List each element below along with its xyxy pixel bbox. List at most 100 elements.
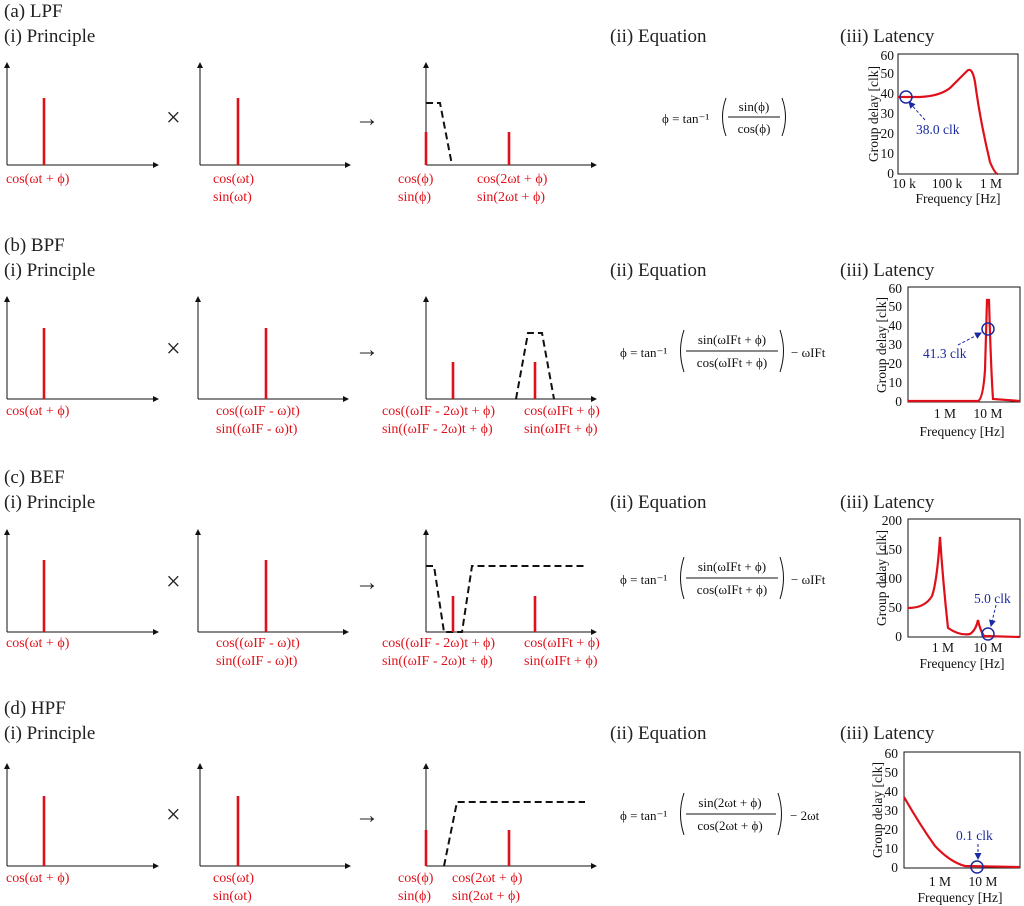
low-cos-label: cos((ωIF - 2ω)t + ϕ) <box>382 636 495 651</box>
y-axis-label: Group delay [clk] <box>870 762 885 858</box>
arrow-sign: → <box>355 337 379 363</box>
latency-label: (iii) Latency <box>840 26 935 47</box>
image-sin-label: sin(2ωt + ϕ) <box>452 889 520 904</box>
group-delay-curve <box>908 298 1021 403</box>
equation-lhs: ϕ = tan⁻¹ <box>620 345 667 360</box>
spectrum-output: cos(ϕ) sin(ϕ) cos(2ωt + ϕ) sin(2ωt + ϕ) <box>398 62 597 205</box>
equation-label: (ii) Equation <box>610 26 707 47</box>
y-tick: 50 <box>889 299 903 314</box>
panel-bef: (c) BEF (i) Principle (ii) Equation (iii… <box>3 467 1021 671</box>
spectrum-lo: cos((ωIF - ω)t) sin((ωIF - ω)t) <box>195 529 349 669</box>
y-tick: 10 <box>885 841 899 856</box>
y-axis-label: Group delay [clk] <box>866 66 881 162</box>
panel-title: (d) HPF <box>4 698 66 719</box>
panel-hpf: (d) HPF (i) Principle (ii) Equation (iii… <box>3 698 1021 905</box>
image-sin-label: sin(2ωt + ϕ) <box>477 190 545 205</box>
lo-sin-label: sin(ωt) <box>213 889 252 904</box>
y-tick: 30 <box>881 106 895 121</box>
latency-label: (iii) Latency <box>840 260 935 281</box>
equation-numerator: sin(ωIFt + ϕ) <box>698 559 766 574</box>
spectrum-lo: cos((ωIF - ω)t) sin((ωIF - ω)t) <box>195 296 349 437</box>
y-tick: 30 <box>885 803 899 818</box>
equation: ϕ = tan⁻¹ sin(ϕ) cos(ϕ) <box>662 97 786 137</box>
equation-tail: − 2ωt <box>790 808 820 823</box>
spectrum-input: cos(ωt + ϕ) <box>3 763 159 886</box>
y-tick: 0 <box>895 629 902 644</box>
spectrum-output: cos((ωIF - 2ω)t + ϕ) sin((ωIF - 2ω)t + ϕ… <box>382 529 600 669</box>
principle-label: (i) Principle <box>4 723 95 744</box>
y-tick: 40 <box>881 86 895 101</box>
baseband-cos-label: cos(ϕ) <box>398 871 434 886</box>
baseband-cos-label: cos(ϕ) <box>398 172 434 187</box>
equation: ϕ = tan⁻¹ sin(ωIFt + ϕ) cos(ωIFt + ϕ) − … <box>620 329 826 373</box>
x-tick: 10 k <box>892 176 916 191</box>
panel-title: (a) LPF <box>4 1 63 22</box>
latency-graph: Group delay [clk] Frequency [Hz] 0 50 10… <box>874 513 1021 671</box>
if-cos-label: cos(ωIFt + ϕ) <box>524 636 600 651</box>
lo-sin-label: sin((ωIF - ω)t) <box>216 654 298 669</box>
latency-label: (iii) Latency <box>840 723 935 744</box>
filter-response-line <box>426 102 453 166</box>
y-tick: 10 <box>881 146 895 161</box>
panel-bpf: (b) BPF (i) Principle (ii) Equation (iii… <box>3 235 1021 439</box>
y-tick: 200 <box>882 513 903 528</box>
x-axis-label: Frequency [Hz] <box>919 656 1004 671</box>
lo-cos-label: cos((ωIF - ω)t) <box>216 636 300 651</box>
equation-numerator: sin(2ωt + ϕ) <box>698 795 761 810</box>
latency-graph: Group delay [clk] Frequency [Hz] 0 10 20… <box>870 746 1021 905</box>
marker-circle <box>981 627 995 641</box>
low-cos-label: cos((ωIF - 2ω)t + ϕ) <box>382 404 495 419</box>
low-sin-label: sin((ωIF - 2ω)t + ϕ) <box>382 422 493 437</box>
y-tick: 60 <box>881 48 895 63</box>
arrow-sign: → <box>355 570 379 596</box>
multiply-sign: × <box>166 103 181 132</box>
if-sin-label: sin(ωIFt + ϕ) <box>524 654 598 669</box>
y-tick: 20 <box>889 356 903 371</box>
lo-cos-label: cos(ωt) <box>213 172 254 187</box>
x-tick: 100 k <box>932 176 963 191</box>
x-tick: 1 M <box>980 176 1002 191</box>
y-axis-label: Group delay [clk] <box>874 297 889 393</box>
baseband-sin-label: sin(ϕ) <box>398 190 431 205</box>
lo-cos-label: cos(ωt) <box>213 871 254 886</box>
marker-circle <box>981 322 995 336</box>
y-tick: 0 <box>887 166 894 181</box>
x-tick: 1 M <box>932 640 954 655</box>
equation-tail: − ωIFt <box>791 345 826 360</box>
group-delay-curve <box>898 68 999 176</box>
multiply-sign: × <box>166 800 181 829</box>
group-delay-curve <box>907 536 1021 639</box>
spectrum-output: cos((ωIF - 2ω)t + ϕ) sin((ωIF - 2ω)t + ϕ… <box>382 296 600 437</box>
input-label: cos(ωt + ϕ) <box>6 404 70 419</box>
equation-lhs: ϕ = tan⁻¹ <box>662 111 709 126</box>
x-tick: 10 M <box>969 874 998 889</box>
principle-label: (i) Principle <box>4 492 95 513</box>
y-tick: 60 <box>885 746 899 761</box>
arrow-sign: → <box>355 803 379 829</box>
y-tick: 100 <box>882 571 903 586</box>
equation-denominator: cos(ωIFt + ϕ) <box>697 355 767 370</box>
spectrum-input: cos(ωt + ϕ) <box>3 529 159 651</box>
latency-annotation: 5.0 clk <box>974 591 1011 606</box>
equation-denominator: cos(2ωt + ϕ) <box>697 818 762 833</box>
input-label: cos(ωt + ϕ) <box>6 172 70 187</box>
lo-sin-label: sin(ωt) <box>213 190 252 205</box>
marker-circle <box>970 860 984 874</box>
image-cos-label: cos(2ωt + ϕ) <box>477 172 548 187</box>
input-label: cos(ωt + ϕ) <box>6 871 70 886</box>
y-axis-label: Group delay [clk] <box>874 530 889 626</box>
equation-denominator: cos(ϕ) <box>738 121 771 136</box>
filter-response-line <box>426 565 585 633</box>
baseband-sin-label: sin(ϕ) <box>398 889 431 904</box>
spectrum-input: cos(ωt + ϕ) <box>3 296 159 419</box>
principle-label: (i) Principle <box>4 260 95 281</box>
y-tick: 50 <box>881 66 895 81</box>
if-cos-label: cos(ωIFt + ϕ) <box>524 404 600 419</box>
x-axis-label: Frequency [Hz] <box>917 890 1002 905</box>
latency-annotation: 0.1 clk <box>956 828 993 843</box>
x-tick: 1 M <box>934 406 956 421</box>
y-tick: 20 <box>881 126 895 141</box>
y-tick: 50 <box>885 765 899 780</box>
image-cos-label: cos(2ωt + ϕ) <box>452 871 523 886</box>
